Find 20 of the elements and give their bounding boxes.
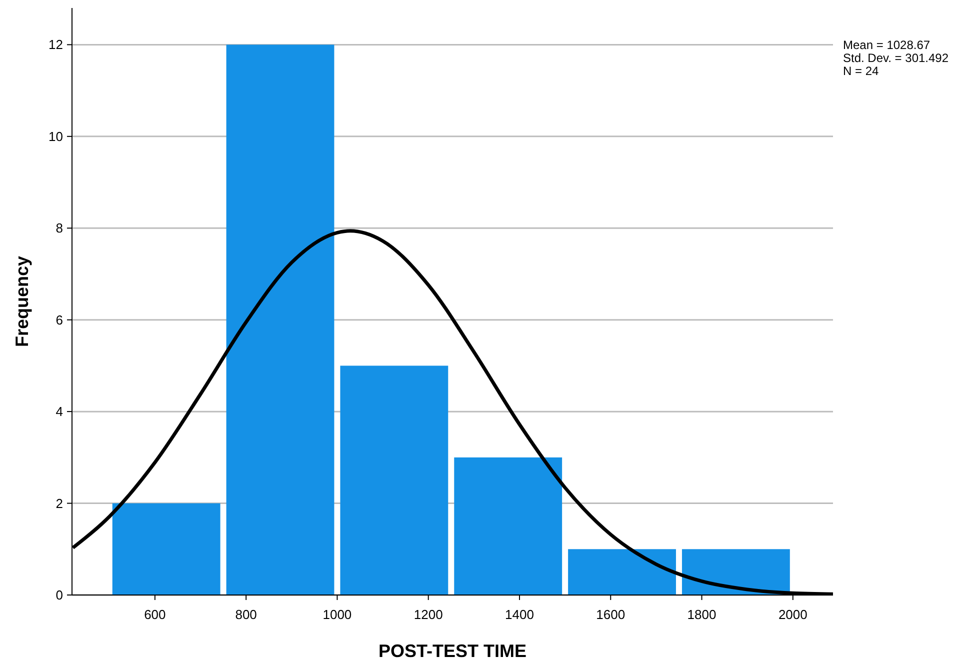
x-axis-title: POST-TEST TIME bbox=[378, 641, 527, 661]
y-tick-label: 8 bbox=[56, 220, 63, 236]
y-tick-label: 4 bbox=[56, 404, 63, 420]
y-tick-label: 10 bbox=[48, 128, 63, 144]
x-tick-label: 1400 bbox=[505, 607, 534, 622]
y-tick-label: 0 bbox=[56, 588, 63, 603]
x-tick-label: 1800 bbox=[687, 607, 716, 622]
y-tick-label: 6 bbox=[56, 312, 63, 328]
y-axis-title: Frequency bbox=[12, 256, 32, 348]
y-tick-label: 2 bbox=[56, 496, 63, 511]
x-tick-label: 1200 bbox=[414, 607, 443, 622]
x-tick-label: 800 bbox=[235, 607, 257, 622]
x-tick-label: 600 bbox=[144, 607, 166, 622]
text: Mean = 1028.67 bbox=[843, 38, 930, 52]
x-tick-label: 1000 bbox=[322, 607, 352, 622]
text: Std. Dev. = 301.492 bbox=[843, 51, 949, 65]
x-tick-label: 1600 bbox=[596, 607, 626, 622]
x-tick-label: 2000 bbox=[778, 607, 808, 622]
y-tick-label: 12 bbox=[48, 37, 63, 52]
text: N = 24 bbox=[843, 64, 880, 78]
